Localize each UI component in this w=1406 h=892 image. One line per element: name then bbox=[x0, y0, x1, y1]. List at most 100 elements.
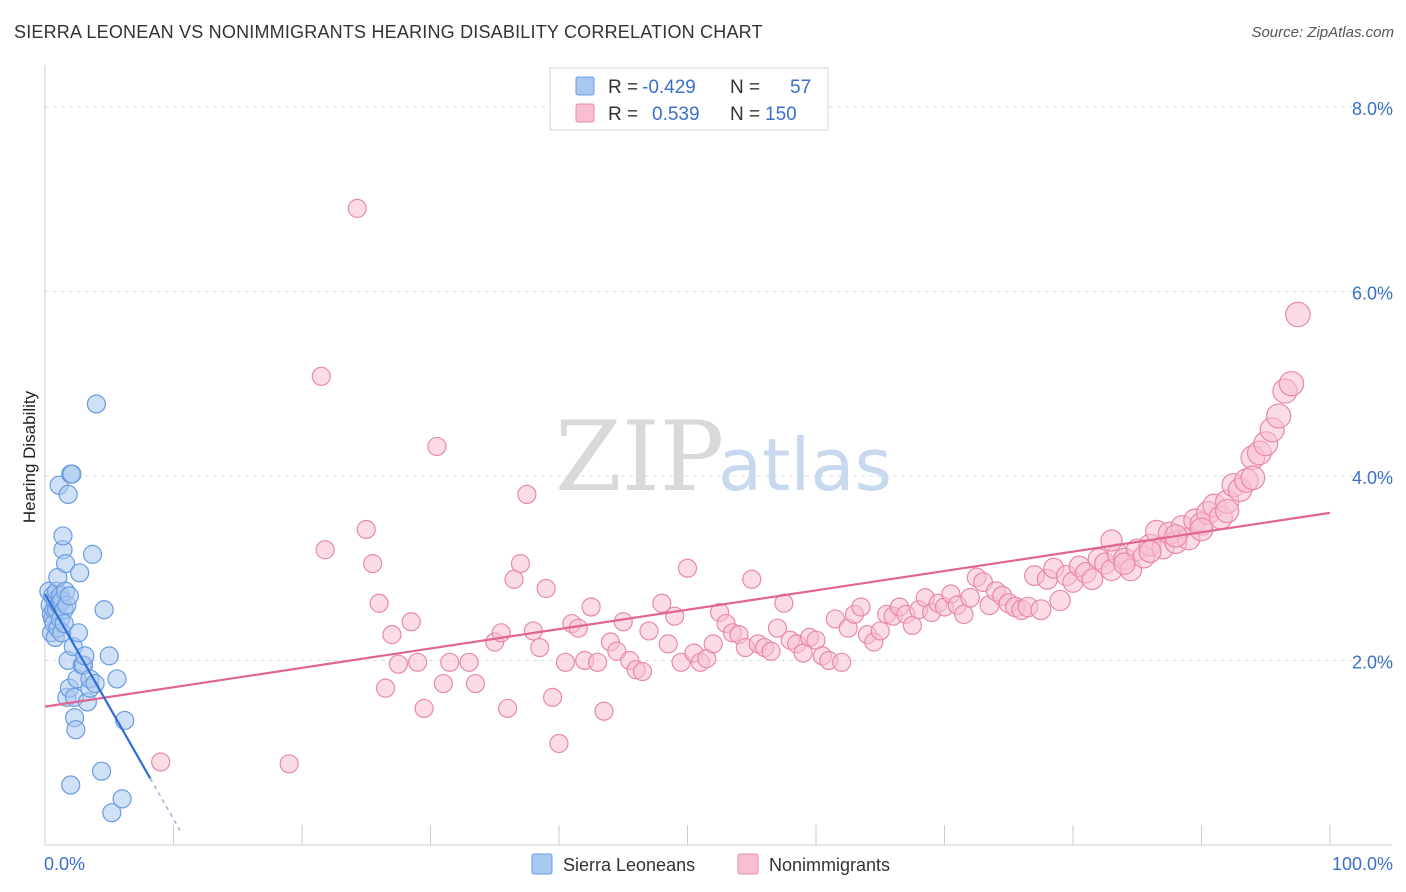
nonimmigrant-point bbox=[1049, 589, 1071, 612]
nonimmigrant-point bbox=[414, 698, 434, 719]
sierra-leonean-point bbox=[62, 464, 82, 484]
nonimmigrant-point bbox=[1189, 517, 1214, 542]
legend-n-value: 150 bbox=[765, 104, 797, 125]
nonimmigrant-point bbox=[954, 604, 974, 625]
nonimmigrant-point bbox=[581, 597, 601, 617]
nonimmigrant-point bbox=[459, 652, 479, 672]
legend-r-value: 0.539 bbox=[652, 104, 700, 125]
nonimmigrant-point bbox=[960, 587, 981, 608]
nonimmigrant-point bbox=[510, 554, 531, 574]
gridlines bbox=[45, 106, 1392, 661]
sierra-leonean-point bbox=[53, 526, 73, 546]
legend-swatch-sierra-leoneans bbox=[531, 853, 553, 875]
legend-n-label: N = bbox=[730, 77, 760, 98]
legend-r-label: R = bbox=[608, 77, 638, 98]
y-tick-label: 6.0% bbox=[1352, 283, 1393, 303]
axes bbox=[44, 65, 1392, 846]
nonimmigrant-point bbox=[440, 652, 460, 672]
nonimmigrant-point bbox=[542, 687, 563, 707]
nonimmigrant-point bbox=[870, 621, 890, 641]
legend-top: R = -0.429 N = 57 R = 0.539 N = 150 bbox=[549, 67, 829, 131]
sierra-leoneans-trend-line bbox=[44, 593, 152, 780]
sierra-leonean-point bbox=[107, 669, 127, 689]
nonimmigrant-point bbox=[703, 634, 723, 654]
nonimmigrant-point bbox=[639, 621, 659, 641]
chart-title: SIERRA LEONEAN VS NONIMMIGRANTS HEARING … bbox=[14, 22, 763, 42]
nonimmigrant-point bbox=[613, 612, 633, 632]
watermark-zip: ZIP bbox=[555, 401, 724, 513]
sierra-leonean-point bbox=[58, 484, 78, 505]
sierra-leonean-point bbox=[66, 720, 86, 740]
watermark: ZIP atlas bbox=[555, 401, 892, 513]
x-tick-label: 100.0% bbox=[1332, 854, 1393, 874]
nonimmigrant-point bbox=[279, 754, 299, 774]
nonimmigrant-point bbox=[652, 593, 672, 613]
y-tick-labels: 2.0% 4.0% 6.0% 8.0% bbox=[1352, 99, 1393, 673]
legend-swatch-nonimmigrants bbox=[737, 853, 759, 875]
nonimmigrant-point bbox=[427, 436, 447, 457]
nonimmigrant-point bbox=[1030, 599, 1052, 621]
nonimmigrant-point bbox=[536, 578, 556, 599]
nonimmigrant-point bbox=[433, 673, 453, 694]
y-tick-label: 2.0% bbox=[1352, 652, 1393, 672]
nonimmigrant-point bbox=[363, 554, 383, 574]
sierra-leonean-point bbox=[61, 775, 81, 795]
sierra-leonean-point bbox=[70, 563, 90, 583]
nonimmigrant-point bbox=[369, 593, 389, 613]
legend-bottom: Sierra Leoneans Nonimmigrants bbox=[531, 853, 890, 875]
nonimmigrant-point bbox=[408, 652, 428, 672]
sierra-leonean-point bbox=[91, 761, 112, 781]
nonimmigrant-point bbox=[388, 654, 408, 674]
nonimmigrant-point bbox=[851, 597, 871, 617]
nonimmigrant-point bbox=[375, 678, 396, 698]
nonimmigrant-point bbox=[356, 519, 376, 540]
nonimmigrant-point bbox=[1240, 465, 1266, 491]
nonimmigrant-point bbox=[632, 661, 653, 682]
legend-n-value: 57 bbox=[790, 77, 811, 98]
nonimmigrant-point bbox=[1285, 301, 1311, 328]
nonimmigrant-point bbox=[401, 612, 421, 632]
nonimmigrant-point bbox=[151, 752, 171, 772]
sierra-leonean-point bbox=[112, 789, 132, 809]
nonimmigrant-point bbox=[594, 701, 614, 721]
nonimmigrant-point bbox=[832, 652, 852, 672]
sierra-leonean-point bbox=[59, 586, 80, 606]
sierra-leonean-point bbox=[99, 646, 119, 666]
nonimmigrant-point bbox=[1138, 540, 1162, 564]
nonimmigrant-point bbox=[1113, 552, 1136, 575]
nonimmigrant-point bbox=[549, 733, 569, 754]
nonimmigrant-point bbox=[677, 558, 698, 578]
nonimmigrant-point bbox=[311, 366, 331, 386]
nonimmigrant-point bbox=[517, 484, 537, 505]
sierra-leonean-point bbox=[102, 803, 122, 823]
watermark-atlas: atlas bbox=[718, 423, 892, 507]
nonimmigrants-trend-line bbox=[44, 511, 1331, 708]
nonimmigrant-point bbox=[767, 618, 788, 638]
x-tick-label: 0.0% bbox=[44, 854, 85, 874]
nonimmigrant-point bbox=[587, 652, 608, 672]
nonimmigrant-point bbox=[555, 652, 576, 672]
nonimmigrant-point bbox=[658, 634, 678, 654]
nonimmigrant-point bbox=[1081, 568, 1104, 591]
source-label: Source: ZipAtlas.com bbox=[1251, 24, 1394, 41]
trend-lines bbox=[44, 511, 1331, 831]
legend-label-nonimmigrants: Nonimmigrants bbox=[769, 855, 890, 875]
sierra-leonean-point bbox=[55, 554, 76, 574]
sierra-leonean-point bbox=[94, 600, 114, 620]
nonimmigrants-points bbox=[151, 198, 1311, 774]
nonimmigrant-point bbox=[315, 540, 335, 560]
y-tick-label: 4.0% bbox=[1352, 468, 1393, 488]
legend-r-value: -0.429 bbox=[642, 77, 696, 98]
nonimmigrant-point bbox=[761, 641, 781, 661]
sierra-leonean-point bbox=[86, 394, 107, 414]
nonimmigrant-point bbox=[382, 625, 402, 645]
sierra-leoneans-trend-extension bbox=[149, 778, 181, 831]
legend-swatch-pink bbox=[575, 103, 595, 123]
y-axis-title: Hearing Disability bbox=[20, 390, 39, 523]
y-tick-label: 8.0% bbox=[1352, 99, 1393, 119]
nonimmigrant-point bbox=[465, 673, 486, 694]
nonimmigrant-point bbox=[1278, 370, 1305, 397]
nonimmigrant-point bbox=[1215, 498, 1240, 524]
nonimmigrant-point bbox=[347, 198, 367, 218]
